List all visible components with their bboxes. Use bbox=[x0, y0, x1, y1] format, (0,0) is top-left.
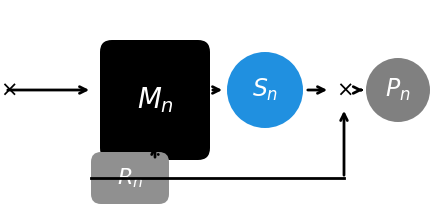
FancyBboxPatch shape bbox=[100, 40, 210, 160]
Text: $\times$: $\times$ bbox=[0, 80, 16, 100]
Text: $\times$: $\times$ bbox=[336, 80, 352, 100]
Text: $R_n$: $R_n$ bbox=[117, 166, 143, 190]
Text: $P_n$: $P_n$ bbox=[385, 77, 411, 103]
Text: $S_n$: $S_n$ bbox=[252, 77, 278, 103]
Text: $M_n$: $M_n$ bbox=[136, 85, 174, 115]
Circle shape bbox=[227, 52, 303, 128]
Circle shape bbox=[366, 58, 430, 122]
FancyBboxPatch shape bbox=[91, 152, 169, 204]
